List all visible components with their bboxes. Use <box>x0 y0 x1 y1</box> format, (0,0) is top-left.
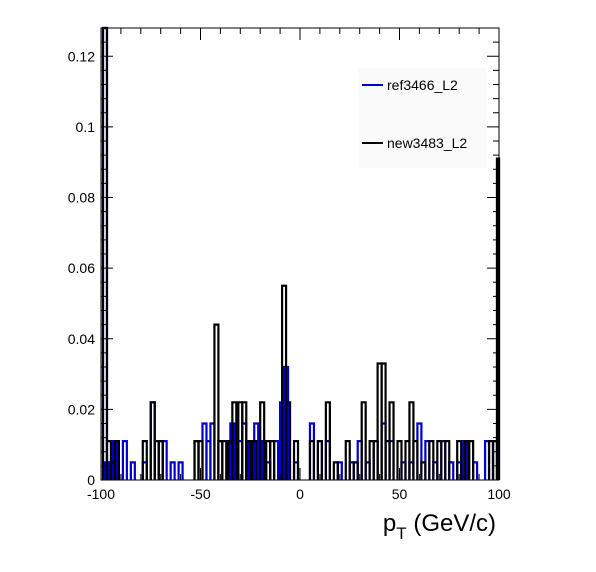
histogram-bin <box>129 461 136 480</box>
legend-label-ref: ref3466_L2 <box>387 77 458 93</box>
histogram-bin <box>245 440 252 480</box>
x-axis-title: pT (GeV/c) <box>383 510 496 543</box>
histogram-bin <box>420 461 427 480</box>
legend: ref3466_L2 new3483_L2 <box>358 68 486 168</box>
x-tick-label: 50 <box>392 486 408 502</box>
histogram-bin <box>251 440 258 480</box>
histogram-bin <box>177 461 184 480</box>
histogram-bin <box>380 362 387 480</box>
histogram-bin <box>344 440 351 480</box>
y-tick-label: 0.1 <box>76 119 96 135</box>
histogram-bin <box>352 461 359 480</box>
histogram-bin <box>396 440 403 480</box>
x-tick-label: 100 <box>487 486 511 502</box>
y-tick-label: 0.04 <box>68 331 95 347</box>
histogram-bin <box>269 440 276 480</box>
x-axis-title-rest: (GeV/c) <box>407 510 496 537</box>
histogram-bin <box>456 440 463 480</box>
histogram-bin <box>284 401 292 480</box>
y-tick-label: 0.08 <box>68 190 95 206</box>
x-axis-title-subscript: T <box>396 524 406 543</box>
y-tick-label: 0.12 <box>68 48 95 64</box>
histogram-bin <box>388 401 395 480</box>
histogram-bin <box>121 440 128 480</box>
histogram-bin <box>213 323 220 480</box>
x-tick-label: 0 <box>296 486 304 502</box>
histogram-bin <box>169 461 176 480</box>
histogram-bin <box>280 284 288 480</box>
histogram-bin <box>436 440 443 480</box>
histogram-bin <box>105 440 113 480</box>
histogram-bin <box>444 440 451 480</box>
histogram-bin <box>308 440 316 480</box>
ticks-layer <box>100 27 500 481</box>
histogram-bin <box>468 440 475 480</box>
histogram-bin <box>141 440 148 480</box>
histogram-bin <box>360 401 367 480</box>
y-tick-label: 0.02 <box>68 401 95 417</box>
histogram-bin <box>231 401 238 480</box>
histogram-bin <box>412 440 419 480</box>
histogram-bin <box>259 401 266 480</box>
x-axis-title-main: p <box>383 510 396 537</box>
tick-labels-layer: -100 -50 0 50 100 0 0.02 0.04 0.06 0.08 0.1 0.12 <box>68 48 511 502</box>
y-tick-label: 0.06 <box>68 260 95 276</box>
histogram-bin <box>428 440 435 480</box>
x-tick-label: -100 <box>87 486 115 502</box>
x-tick-label: -50 <box>190 486 210 502</box>
histogram-bin <box>316 440 323 480</box>
histogram-bin <box>324 401 331 480</box>
histogram-bin <box>197 440 204 480</box>
histogram-bin <box>157 440 164 480</box>
histogram-bin <box>221 440 228 480</box>
y-tick-label: 0 <box>87 472 95 488</box>
histogram-bin <box>332 461 339 480</box>
histogram-bin <box>292 440 300 480</box>
histogram-bin <box>113 440 121 480</box>
legend-label-new: new3483_L2 <box>387 135 467 151</box>
